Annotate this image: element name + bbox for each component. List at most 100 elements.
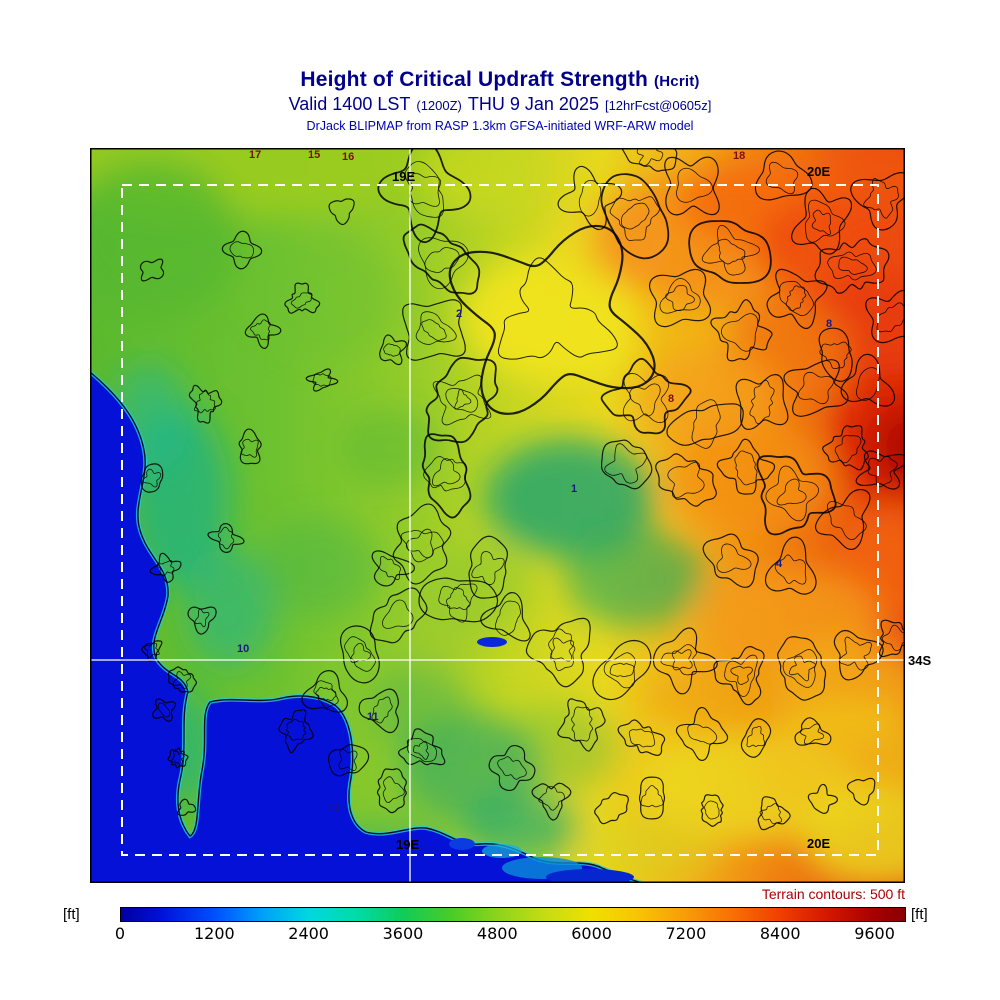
colorbar-tick-label: 6000 [571,924,612,943]
contour-line [171,750,185,767]
contour-line [157,702,171,718]
contour-line [344,636,376,672]
contour-line [448,224,656,415]
contour-line [660,644,697,676]
contour-line [402,299,466,361]
contour-line [691,399,721,449]
colorbar-tick-label: 9600 [854,924,895,943]
contour-line [716,438,776,495]
contour-line [814,488,871,551]
contour-line [765,465,819,522]
contour-line [338,749,358,771]
contour-line [445,388,479,413]
contour-line [571,706,593,742]
contour-line [659,278,701,314]
contour-line [687,724,718,745]
contour-line [594,792,629,825]
contour-line [799,723,825,745]
contour-line [629,383,661,417]
contour-line [807,783,839,814]
contour-line [305,368,339,392]
contour-line [531,782,572,821]
contour-line [600,439,653,490]
contour-line [671,649,693,671]
contour-line [578,179,602,217]
contour-line [788,655,816,682]
field-blob [875,408,905,488]
contour-line [621,148,678,172]
contour-line [402,223,481,295]
contour-line [664,156,720,216]
contour-line [172,671,192,689]
contour-line [328,744,370,777]
field-blob [400,588,480,668]
contour-line [379,334,408,366]
contour-line [850,172,905,231]
colorbar-tick-label: 4800 [476,924,518,943]
contour-line [383,343,401,357]
field-blob [670,423,830,533]
contour-line [139,258,165,282]
contour-line [488,744,536,792]
model-line: DrJack BLIPMAP from RASP 1.3km GFSA-init… [306,119,694,133]
contour-line [702,533,759,588]
contour-line [740,718,772,758]
map-frame [90,148,905,883]
contour-line [734,450,758,486]
contour-line [140,463,164,493]
field-blob [485,438,655,558]
contour-line [418,577,499,623]
contour-line [371,550,416,587]
contour-line [446,587,471,610]
contour-line [827,251,877,281]
contour-line [776,478,807,506]
contour-line [497,257,618,360]
title-main: Height of Critical Updraft Strength [300,68,649,91]
contour-line [382,776,405,803]
contour-line [550,637,575,662]
contour-line [431,458,461,487]
contour-line [290,292,313,309]
contour-line [238,428,262,465]
title-suffix: (Hcrit) [654,73,700,90]
field-blob [640,348,780,448]
contour-line [315,687,337,701]
contour-line [312,373,332,387]
contour-line [278,708,314,754]
contour-line [194,608,210,628]
contour-line [497,756,527,780]
contour-line [617,719,666,756]
contour-line [774,554,807,585]
contour-line [667,461,705,499]
contour-line [797,371,834,405]
contour-line [413,740,429,760]
shallow-bay [546,869,634,883]
contour-line [480,592,531,642]
field-blob [630,288,730,368]
contour-line [600,173,670,260]
valid-date: THU 9 Jan 2025 [467,94,599,114]
contour-line [746,725,765,748]
domain-dashed-box [121,184,879,856]
contour-line [471,551,505,585]
contour-line [557,698,606,752]
field-blob [760,698,905,818]
contour-line [538,786,566,811]
contour-line [819,341,852,369]
contour-line [855,367,881,401]
contour-line [301,670,349,713]
header: Height of Critical Updraft Strength (Hcri… [0,68,1000,133]
valid-fcst: [12hrFcst@0605z] [604,98,712,113]
contour-line [757,796,791,831]
field-blob [420,148,540,213]
contour-line [640,785,664,808]
field-blob [565,528,705,628]
contour-line [176,798,197,816]
contour-line [838,256,868,275]
contour-line [193,389,216,414]
colorbar-tick-label: 3600 [382,924,424,943]
contour-line [495,600,521,636]
contour-line [250,319,271,341]
contour-line [791,187,853,255]
contour-line [724,654,758,697]
